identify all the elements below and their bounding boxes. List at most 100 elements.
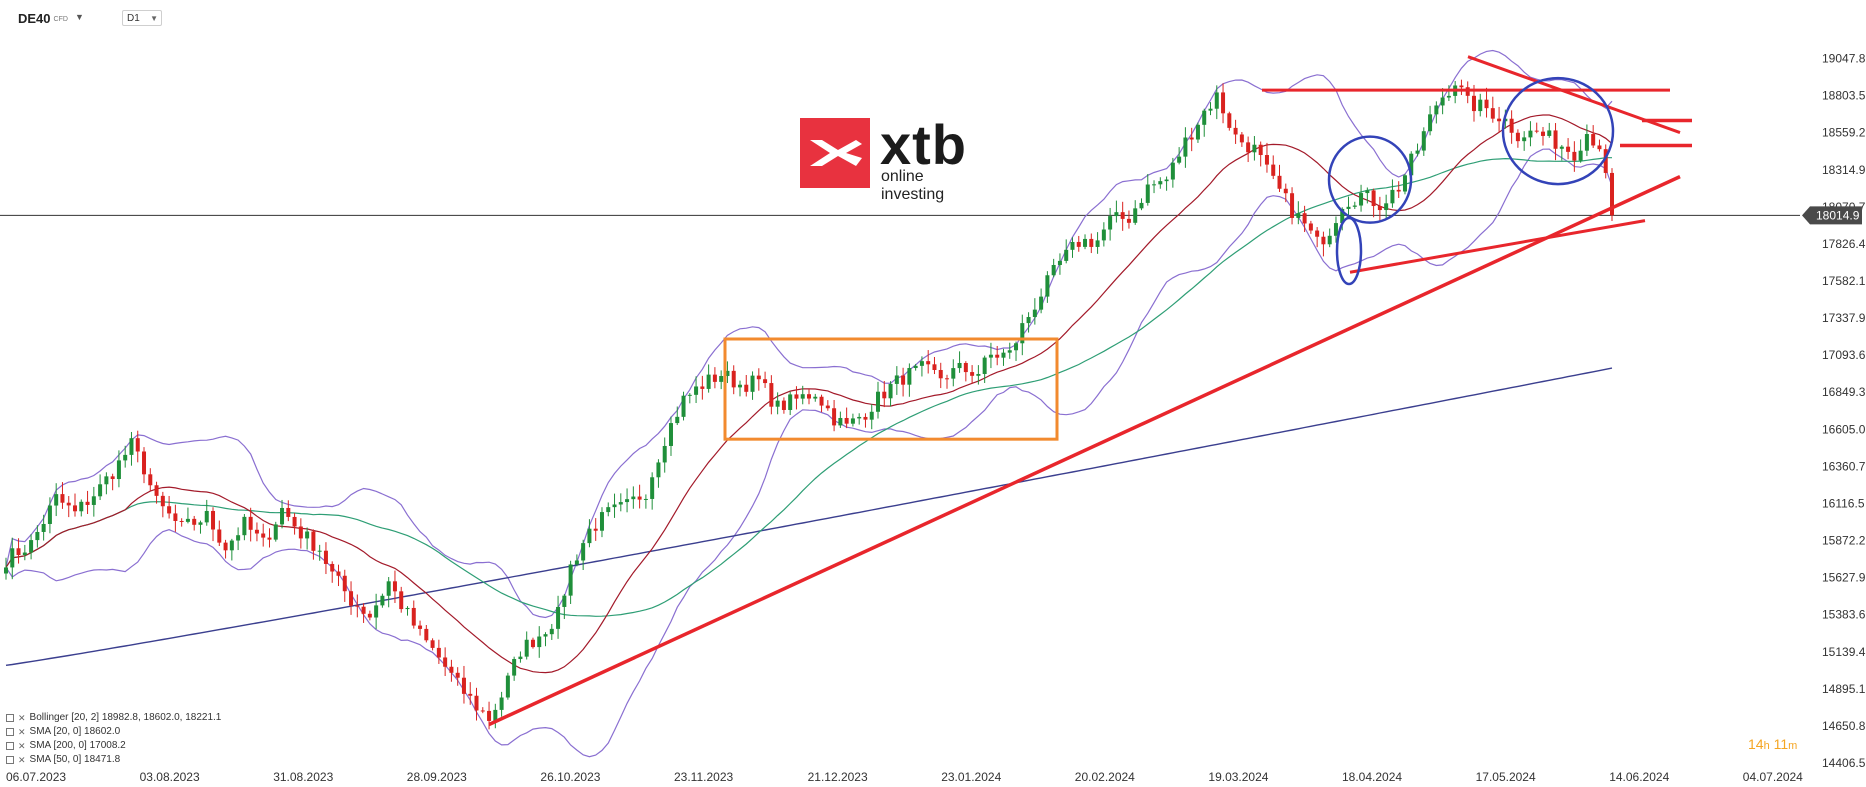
bear-candle [1239,134,1244,143]
bull-candle [719,376,724,382]
bull-candle [574,560,579,565]
bear-candle [217,529,222,543]
bear-candle [85,501,90,505]
timeframe-select[interactable]: D1 ▼ [122,10,162,26]
bull-candle [1202,110,1207,125]
bull-candle [280,507,285,525]
bull-candle [1365,190,1370,194]
bear-candle [286,507,291,517]
bull-candle [1183,137,1188,157]
bull-candle [543,634,548,637]
bull-candle [1095,240,1100,247]
bull-candle [1001,352,1006,358]
settings-icon[interactable] [6,728,14,736]
bull-candle [1114,212,1119,217]
bull-candle [1333,223,1338,236]
legend-row-bollinger[interactable]: ✕ Bollinger [20, 2] 18982.8, 18602.0, 182… [6,711,221,725]
bear-candle [1120,212,1125,219]
bull-candle [894,375,899,384]
bear-candle [135,438,140,452]
bear-candle [211,510,216,530]
settings-icon[interactable] [6,756,14,764]
bull-candle [1340,208,1345,224]
price-tick-label: 17337.9 [1822,311,1866,325]
bear-candle [1610,172,1614,216]
bull-candle [79,501,84,512]
close-icon[interactable]: ✕ [18,727,26,737]
bear-candle [349,591,354,606]
chevron-down-icon[interactable]: ▼ [75,12,84,22]
lower-wedge-line [1349,219,1646,274]
time-tick-label: 23.01.2024 [941,770,1001,784]
bull-candle [1434,105,1439,115]
bull-candle [116,460,121,480]
close-icon[interactable]: ✕ [18,755,26,765]
bull-candle [976,373,981,376]
drawn-annotations[interactable] [488,55,1692,727]
uptrend-line [488,175,1681,727]
bull-candle [1083,238,1088,247]
bear-candle [1089,238,1094,247]
bull-candle [850,418,855,424]
bull-candle [1296,213,1301,218]
current-price-flag [1802,206,1862,225]
bear-candle [530,639,535,648]
legend-row-sma50[interactable]: ✕ SMA [50, 0] 18471.8 [6,753,221,767]
price-tick-label: 18559.2 [1822,126,1866,140]
bull-candle [725,370,730,377]
bull-candle [1039,296,1044,310]
bull-candle [123,454,128,461]
bull-candle [1446,95,1451,98]
bear-candle [392,581,397,592]
bull-candle [919,361,924,366]
bull-candle [650,477,655,499]
bear-candle [744,384,749,392]
bull-candle [800,394,805,399]
chart-toolbar: DE40 CFD ▼ D1 ▼ [0,0,1800,34]
close-icon[interactable]: ✕ [18,741,26,751]
bull-candle [10,548,15,568]
price-tick-label: 15872.2 [1822,534,1866,548]
bear-candle [1321,236,1326,245]
bear-candle [882,391,887,399]
timer-minutes: 11 [1773,736,1789,752]
xtb-logo-tagline: online investing [881,168,945,203]
time-tick-label: 31.08.2023 [273,770,333,784]
bear-candle [901,375,906,385]
settings-icon[interactable] [6,714,14,722]
bear-candle [468,693,473,696]
bear-candle [1459,85,1464,88]
bull-candle [1390,189,1395,204]
bear-candle [1597,145,1602,150]
bull-candle [1133,208,1138,223]
bull-candle [876,391,881,412]
bull-candle [1208,108,1213,111]
symbol-label: DE40 [18,11,51,26]
price-tick-label: 16116.5 [1822,496,1865,510]
bear-candle [474,695,479,711]
highlight-circle [1501,76,1615,186]
close-icon[interactable]: ✕ [18,713,26,723]
price-tick-label: 15139.4 [1822,645,1866,659]
bear-candle [73,505,78,512]
bear-candle [1396,189,1401,192]
bull-candle [687,394,692,396]
bull-candle [505,675,510,698]
bull-candle [493,709,498,721]
settings-icon[interactable] [6,742,14,750]
legend-row-sma200[interactable]: ✕ SMA [200, 0] 17008.2 [6,739,221,753]
legend-row-sma20[interactable]: ✕ SMA [20, 0] 18602.0 [6,725,221,739]
bear-candle [1302,213,1307,224]
bear-candle [311,531,316,551]
bull-candle [518,656,523,660]
bull-candle [1152,184,1157,186]
bull-candle [1014,343,1019,351]
bull-candle [54,494,59,506]
time-tick-label: 06.07.2023 [6,770,66,784]
bull-candle [524,639,529,657]
symbol-selector[interactable]: DE40 CFD [18,11,68,26]
bear-candle [731,370,736,388]
bull-candle [1026,317,1031,324]
bull-candle [618,502,623,505]
